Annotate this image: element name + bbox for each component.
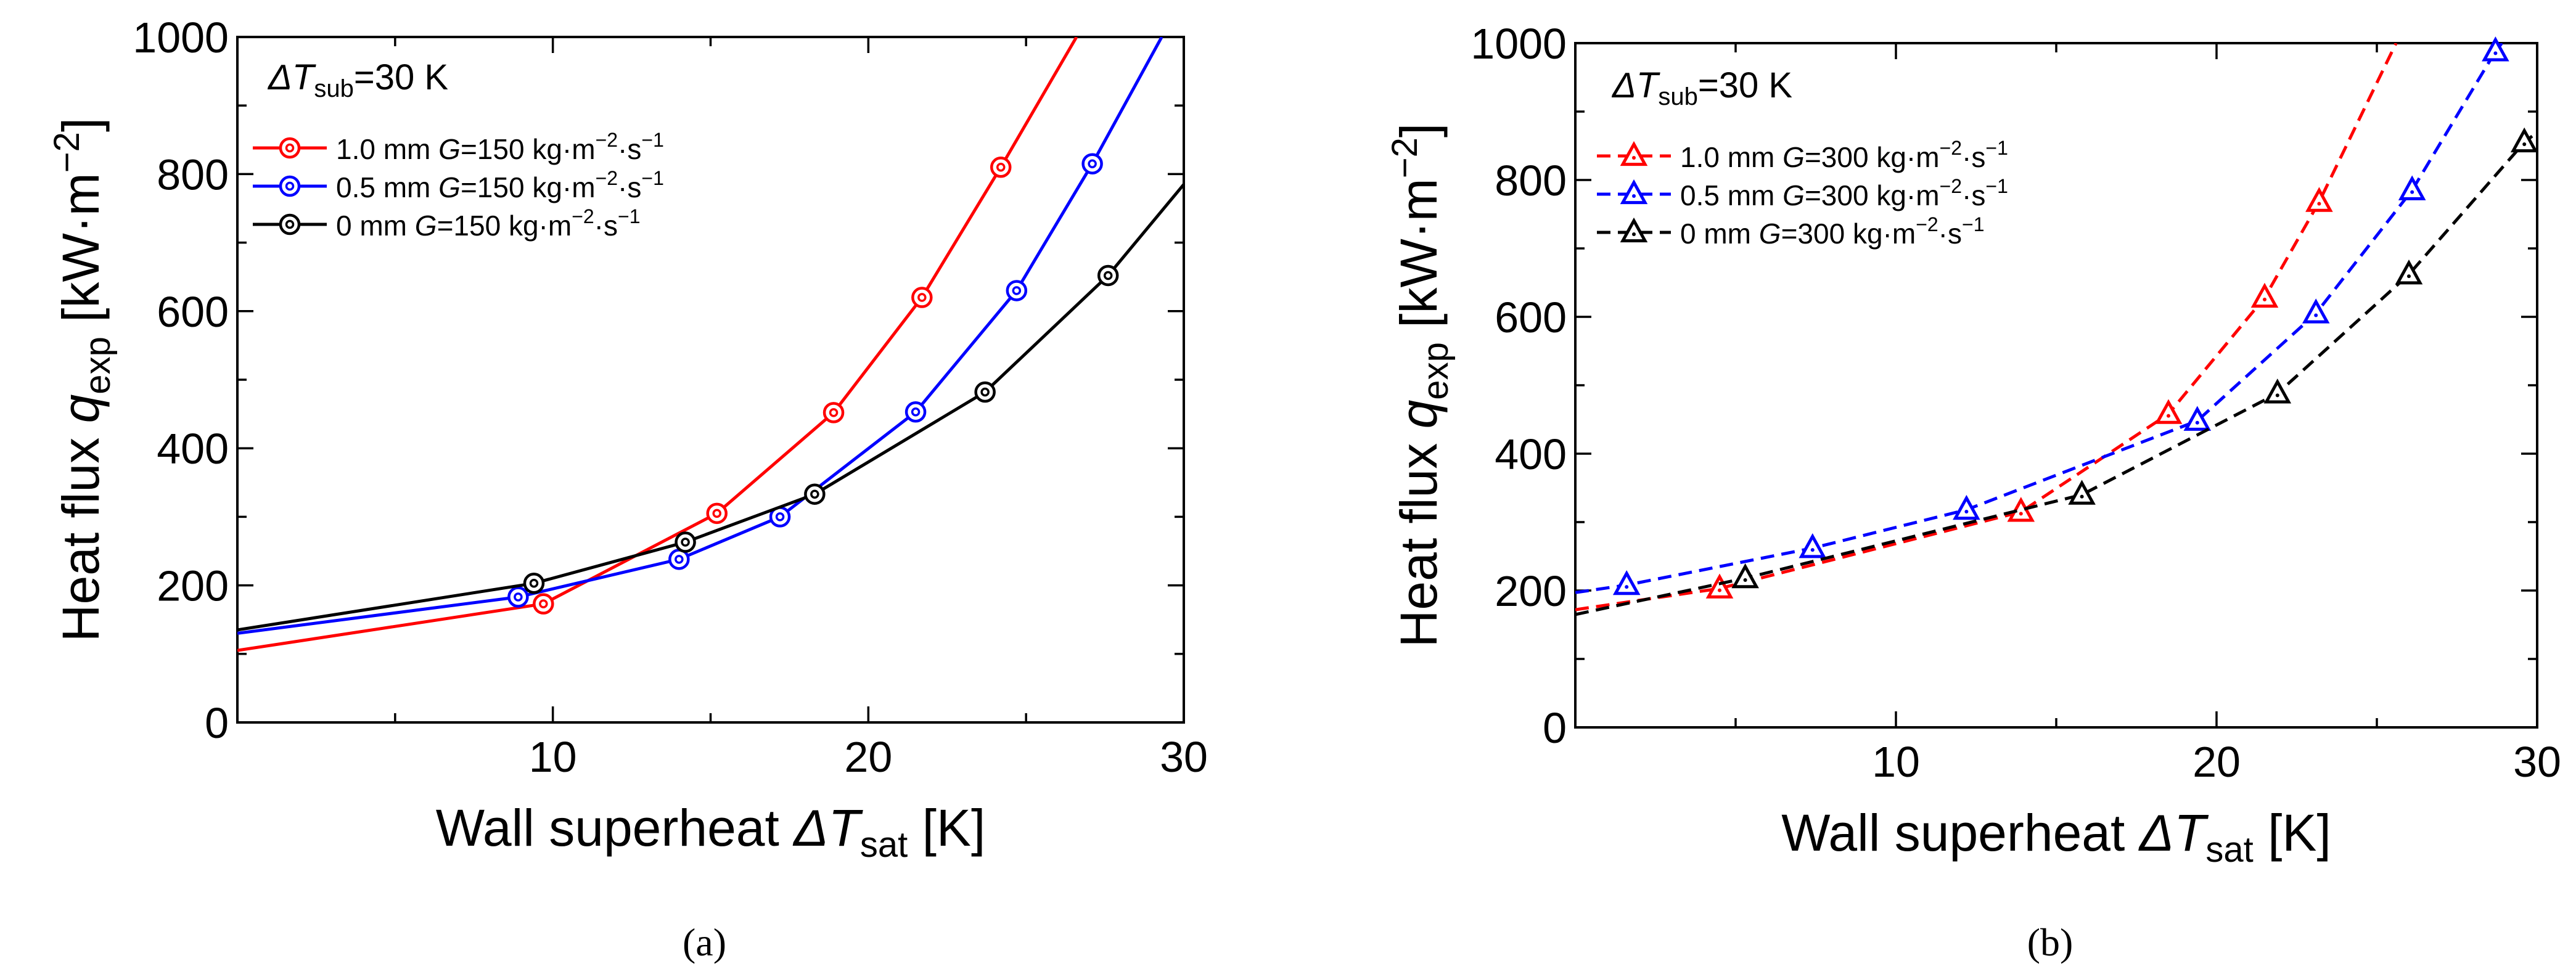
data-point: [2068, 480, 2096, 505]
y-tick-label: 0: [205, 699, 229, 747]
series-3: [1575, 127, 2538, 616]
legend-label: 0.5 mm G=300 kg·m−2·s−1: [1680, 175, 2008, 211]
legend-item: 0 mm G=300 kg·m−2·s−1: [1597, 213, 1984, 250]
data-point: [1006, 280, 1028, 301]
legend-marker: [1620, 217, 1648, 243]
legend-marker: [279, 213, 301, 235]
legend-item: 0.5 mm G=300 kg·m−2·s−1: [1597, 175, 2008, 211]
legend: 1.0 mm G=300 kg·m−2·s−10.5 mm G=300 kg·m…: [1597, 137, 2008, 250]
data-point: [2510, 127, 2538, 153]
data-point: [2305, 187, 2333, 212]
legend-marker: [279, 137, 301, 159]
series-2: [1575, 36, 2509, 595]
legend-label: 0 mm G=150 kg·m−2·s−1: [336, 205, 640, 242]
x-axis-title: Wall superheat ΔTsat [K]: [1781, 804, 2331, 870]
y-tick-label: 800: [157, 150, 229, 198]
legend-label: 1.0 mm G=150 kg·m−2·s−1: [336, 129, 664, 165]
y-axis-title: Heat flux qexp [kW·m−2]: [1385, 123, 1456, 647]
x-tick-label: 20: [844, 733, 892, 781]
data-point: [974, 381, 996, 403]
data-point: [1953, 494, 1980, 520]
x-tick-label: 30: [2513, 738, 2561, 786]
data-point: [904, 401, 927, 423]
chart-panel-b: 10 20 30 0 200 400 600 800 1000 Wall superheat ΔT…: [1385, 20, 2561, 964]
x-axis-title: Wall superheat ΔTsat [K]: [436, 799, 986, 865]
legend-item: 0.5 mm G=150 kg·m−2·s−1: [253, 167, 664, 203]
data-point: [822, 402, 845, 423]
y-tick-label: 200: [1495, 567, 1567, 615]
series-line: [1575, 43, 2398, 611]
x-tick-label: 10: [1872, 738, 1920, 786]
x-tick-label: 10: [529, 733, 577, 781]
data-point: [990, 157, 1012, 178]
x-tick-label: 20: [2192, 738, 2241, 786]
series-line: [237, 37, 1163, 635]
legend-item: 1.0 mm G=150 kg·m−2·s−1: [253, 129, 664, 165]
data-point: [2395, 260, 2423, 285]
legend: 1.0 mm G=150 kg·m−2·s−10.5 mm G=150 kg·m…: [253, 129, 664, 242]
legend-label: 1.0 mm G=300 kg·m−2·s−1: [1680, 137, 2008, 173]
data-point: [533, 593, 554, 615]
legend-item: 1.0 mm G=300 kg·m−2·s−1: [1597, 137, 2008, 173]
legend-marker: [279, 175, 301, 197]
series-1: [237, 37, 1078, 652]
chart-panel-a: 10 20 30 0 200 400 600 800 1000 Wall superheat ΔT…: [47, 14, 1208, 964]
legend-label: 0.5 mm G=150 kg·m−2·s−1: [336, 167, 664, 203]
data-point: [2398, 175, 2426, 200]
data-point: [668, 549, 690, 570]
data-point: [523, 573, 545, 594]
data-point: [911, 287, 933, 308]
y-tick-label: 800: [1495, 157, 1567, 205]
x-tick-label: 30: [1160, 733, 1208, 781]
condition-label: ΔTsub=30 K: [267, 57, 448, 102]
panel-caption: (a): [683, 920, 726, 964]
y-tick-label: 1000: [1471, 20, 1567, 68]
series-1: [1575, 43, 2398, 611]
y-tick-label: 200: [157, 562, 229, 610]
y-tick-label: 600: [1495, 293, 1567, 341]
data-point: [2154, 399, 2183, 424]
y-tick-label: 400: [1495, 430, 1567, 478]
data-point: [1731, 563, 1759, 589]
legend-marker: [1620, 179, 1648, 205]
data-point: [1705, 573, 1734, 599]
data-point: [706, 502, 728, 525]
data-point: [1081, 153, 1103, 174]
data-point: [675, 531, 696, 553]
data-point: [2250, 282, 2279, 308]
data-point: [2183, 406, 2212, 431]
y-tick-label: 0: [1543, 704, 1567, 752]
data-point: [2482, 36, 2509, 62]
data-point: [1097, 264, 1119, 287]
y-tick-label: 1000: [133, 14, 229, 62]
series-3: [237, 183, 1184, 632]
data-point: [2263, 378, 2292, 404]
data-point: [1799, 533, 1827, 558]
legend-marker: [1620, 141, 1648, 166]
legend-item: 0 mm G=150 kg·m−2·s−1: [253, 205, 640, 242]
series-line: [1575, 43, 2503, 594]
y-tick-label: 600: [157, 288, 229, 336]
data-point: [804, 483, 826, 505]
data-point: [507, 586, 529, 608]
y-tick-label: 400: [157, 425, 229, 473]
legend-label: 0 mm G=300 kg·m−2·s−1: [1680, 213, 1984, 250]
data-point: [2302, 298, 2330, 324]
data-point: [1612, 570, 1641, 595]
y-axis-title: Heat flux qexp [kW·m−2]: [47, 118, 118, 642]
condition-label: ΔTsub=30 K: [1611, 65, 1792, 110]
series-2: [237, 37, 1163, 635]
panel-caption: (b): [2027, 920, 2074, 964]
